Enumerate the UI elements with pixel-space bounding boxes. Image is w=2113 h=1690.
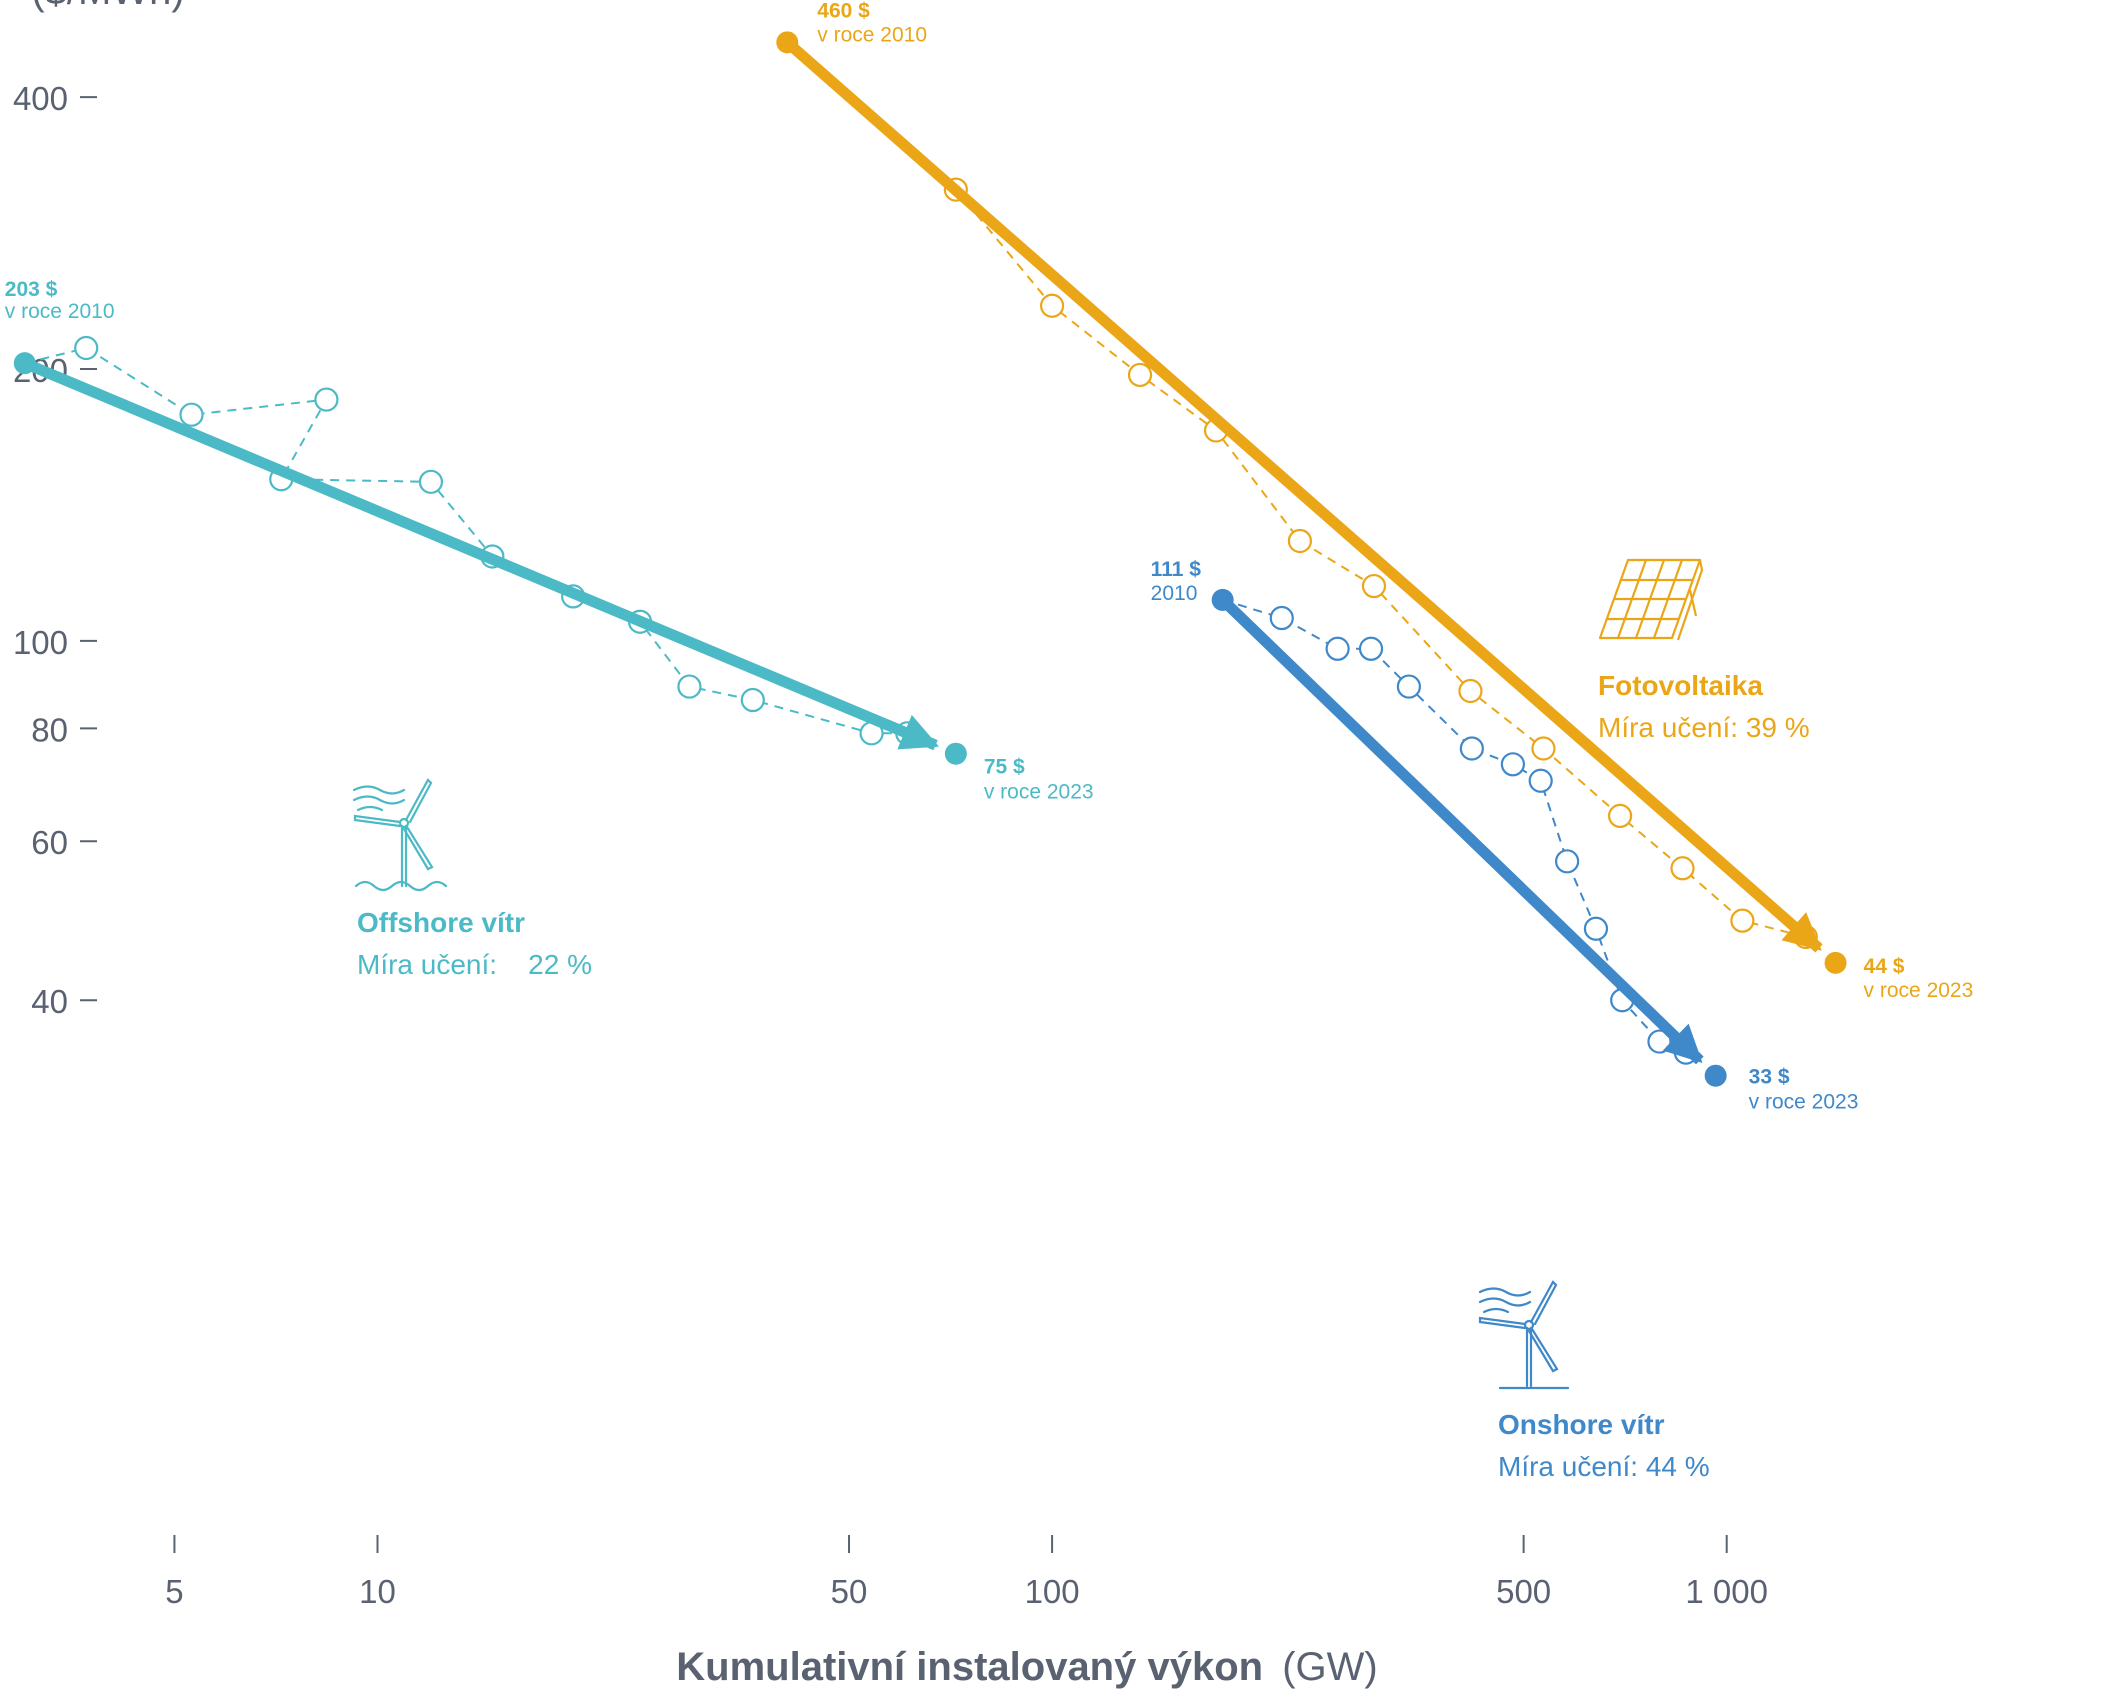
solar-data-point xyxy=(1730,908,1755,933)
x-tick-label: 5 xyxy=(165,1573,183,1610)
onshore-series: 111 $2010 33 $v roce 2023 Onshore vítr Míra… xyxy=(1151,558,1859,1482)
onshore-start-point xyxy=(1211,588,1234,611)
x-tick-label: 500 xyxy=(1496,1573,1551,1610)
offshore-end-year-label: v roce 2023 xyxy=(984,781,1094,804)
x-axis-title-unit: (GW) xyxy=(1282,1645,1378,1689)
solar-data-point xyxy=(1531,736,1556,761)
onshore-wind-turbine-icon xyxy=(1478,1280,1570,1390)
onshore-end-point xyxy=(1704,1064,1727,1087)
x-axis-title-bold: Kumulativní instalovaný výkon xyxy=(676,1645,1263,1689)
onshore-data-point xyxy=(1358,636,1384,661)
offshore-end-point xyxy=(944,742,967,765)
onshore-data-point xyxy=(1459,736,1484,761)
offshore-start-value-label: 203 $ xyxy=(5,278,58,301)
y-tick-label: 80 xyxy=(31,711,68,748)
solar-trend-arrow xyxy=(783,38,1823,953)
offshore-start-point xyxy=(13,352,36,375)
offshore-data-point xyxy=(314,387,339,412)
offshore-learning-rate: Míra učení: 22 % xyxy=(357,949,592,980)
solar-data-point xyxy=(1361,573,1387,599)
offshore-series-name: Offshore vítr xyxy=(357,907,525,938)
x-axis-title: Kumulativní instalovaný výkon (GW) xyxy=(676,1645,1377,1689)
x-tick-label: 10 xyxy=(359,1573,396,1610)
offshore-data-point xyxy=(179,402,204,427)
onshore-learning-rate: Míra učení: 44 % xyxy=(1498,1451,1710,1482)
x-tick-label: 50 xyxy=(831,1573,868,1610)
offshore-end-value-label: 75 $ xyxy=(984,756,1025,779)
solar-data-point xyxy=(1039,293,1065,318)
onshore-data-point xyxy=(1528,768,1553,793)
offshore-series: 203 $v roce 2010 75 $v roce 2023 Offshore … xyxy=(5,278,1094,980)
solar-end-point xyxy=(1824,951,1847,974)
offshore-data-point xyxy=(740,687,765,713)
onshore-data-point xyxy=(1269,605,1294,631)
solar-series-name: Fotovoltaika xyxy=(1598,670,1763,701)
x-tick-label: 100 xyxy=(1025,1573,1080,1610)
solar-start-value-label: 460 $ xyxy=(817,0,870,22)
offshore-wind-turbine-icon xyxy=(352,778,448,892)
solar-end-year-label: v roce 2023 xyxy=(1864,979,1974,1002)
solar-data-point xyxy=(1608,803,1633,828)
onshore-data-point xyxy=(1325,636,1350,661)
solar-data-point xyxy=(1287,528,1313,554)
offshore-data-point xyxy=(418,469,444,494)
offshore-trend-arrow xyxy=(22,358,940,751)
y-axis-unit-label: ($/MWh) xyxy=(31,0,184,13)
y-axis: 400200100806040 xyxy=(13,80,97,1020)
solar-end-value-label: 44 $ xyxy=(1864,955,1905,978)
onshore-data-point xyxy=(1500,752,1525,777)
onshore-data-point xyxy=(1555,849,1580,874)
y-tick-label: 40 xyxy=(31,983,68,1020)
solar-data-point xyxy=(1670,856,1695,881)
onshore-end-year-label: v roce 2023 xyxy=(1749,1091,1859,1114)
onshore-series-name: Onshore vítr xyxy=(1498,1409,1665,1440)
onshore-data-point xyxy=(1396,674,1422,699)
offshore-data-point xyxy=(677,674,702,699)
solar-panel-icon xyxy=(1598,558,1704,641)
solar-start-year-label: v roce 2010 xyxy=(817,23,927,46)
solar-learning-rate: Míra učení: 39 % xyxy=(1598,712,1810,743)
offshore-start-year-label: v roce 2010 xyxy=(5,300,115,323)
y-tick-label: 100 xyxy=(13,624,68,661)
solar-data-point xyxy=(1127,362,1153,388)
onshore-trend-arrow xyxy=(1218,595,1704,1065)
y-tick-label: 400 xyxy=(13,80,68,117)
onshore-end-value-label: 33 $ xyxy=(1749,1066,1790,1089)
solar-data-point xyxy=(1458,678,1483,704)
x-tick-label: 1 000 xyxy=(1685,1573,1768,1610)
onshore-data-point xyxy=(1583,916,1609,941)
solar-start-point xyxy=(776,31,799,54)
onshore-start-value-label: 111 $ xyxy=(1151,558,1202,581)
y-tick-label: 60 xyxy=(31,824,68,861)
offshore-data-point xyxy=(74,335,99,361)
onshore-start-year-label: 2010 xyxy=(1151,582,1198,605)
x-axis: 5 10 50 100 500 1 000 xyxy=(165,1535,1768,1610)
